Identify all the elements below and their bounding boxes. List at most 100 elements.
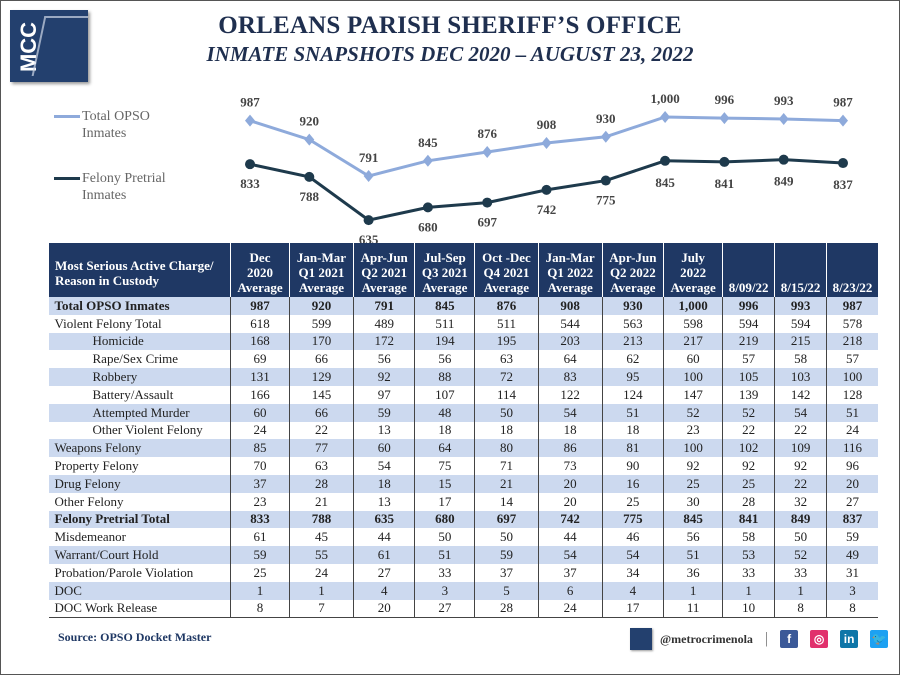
table-cell: 22 [289, 421, 354, 440]
table-cell: 107 [414, 385, 475, 404]
data-label: 930 [596, 111, 616, 126]
data-label: 876 [477, 126, 497, 141]
data-point [245, 114, 255, 127]
table-cell: 90 [601, 457, 664, 475]
data-point [422, 202, 433, 213]
table-cell: 56 [663, 528, 723, 547]
table-cell: 20 [826, 474, 878, 493]
table-cell: 60 [663, 350, 723, 369]
table-cell: 77 [289, 439, 354, 458]
table-cell: 594 [722, 314, 775, 333]
table-cell: 139 [722, 385, 775, 404]
table-cell: 96 [826, 457, 878, 475]
column-header: Oct -Dec Q4 2021 Average [474, 243, 539, 297]
data-label: 837 [833, 177, 853, 192]
table-cell: 55 [289, 546, 354, 564]
table-cell: 833 [230, 510, 290, 529]
table-cell: 86 [537, 439, 603, 458]
data-point [422, 154, 433, 167]
column-header: 8/23/22 [826, 243, 878, 297]
data-label: 845 [655, 175, 675, 190]
table-cell: 24 [230, 421, 290, 440]
data-label: 987 [833, 95, 853, 110]
table-cell: 25 [663, 474, 723, 493]
table-cell: 116 [826, 439, 878, 458]
table-row: Warrant/Court Hold 59 55 61 51 59 54 54 51 53 52 49 [48, 546, 878, 564]
table-cell: 45 [289, 528, 354, 547]
table-cell: 1 [230, 581, 290, 600]
table-cell: 1 [663, 581, 723, 600]
table-cell: 37 [230, 474, 290, 493]
table-cell: 37 [537, 563, 603, 582]
row-label: Weapons Felony [48, 439, 231, 458]
column-header: Apr-Jun Q2 2022 Average [601, 243, 664, 297]
table-cell: 8 [230, 599, 290, 618]
table-cell: 598 [663, 314, 723, 333]
column-header-line: Average [483, 280, 530, 295]
column-header: Dec 2020 Average [230, 243, 290, 297]
column-header-line: Average [361, 280, 407, 295]
table-cell: 908 [537, 297, 603, 315]
table-row: Battery/Assault 166 145 97 107 114 122 124 147 13… [49, 385, 878, 404]
social-handle[interactable]: @metrocrimenola [660, 631, 753, 646]
table-cell: 66 [289, 350, 354, 369]
table-cell: 22 [774, 421, 827, 440]
table-cell: 27 [352, 563, 415, 582]
table-cell: 73 [537, 457, 603, 475]
table-cell: 3 [414, 581, 475, 600]
table-cell: 129 [289, 368, 354, 386]
table-cell: 51 [826, 403, 878, 422]
table-row: Attempted Murder 60 66 59 48 50 54 51 52 52 54 51 [48, 403, 878, 422]
column-header-line: 2022 [680, 265, 707, 280]
facebook-icon[interactable]: f [780, 630, 799, 648]
table-cell: 3 [826, 581, 878, 600]
row-label: DOC Work Release [48, 599, 231, 618]
table-row: Misdemeanor 61 45 44 50 50 44 46 56 58 50 59 [49, 528, 878, 547]
table-cell: 845 [663, 510, 723, 529]
legend-label: Inmates [82, 126, 127, 141]
page-title: ORLEANS PARISH SHERIFF’S OFFICE [218, 12, 682, 39]
table-row: Drug Felony 37 28 18 15 21 20 16 25 25 22 20 [48, 474, 878, 493]
table-cell: 66 [289, 403, 354, 422]
table-cell: 20 [537, 474, 603, 493]
legend-circle-swatch [54, 177, 80, 180]
data-label: 993 [774, 93, 794, 108]
linkedin-icon[interactable]: in [840, 630, 859, 648]
column-header-line [723, 265, 774, 280]
table-cell: 81 [601, 439, 664, 458]
column-header-line: Average [422, 280, 468, 295]
table-cell: 788 [289, 510, 354, 529]
table-cell: 57 [722, 350, 775, 369]
legend-total: Total OPSO Inmates [54, 108, 150, 142]
table-cell: 54 [537, 546, 603, 564]
column-header-line: Jul-Sep [423, 250, 466, 265]
column-header-line: Average [547, 280, 593, 295]
table-cell: 52 [663, 403, 723, 422]
instagram-icon[interactable]: ◎ [810, 630, 829, 648]
table-cell: 24 [289, 563, 354, 582]
table-cell: 100 [663, 368, 723, 386]
table-cell: 75 [414, 457, 475, 475]
table-cell: 59 [826, 528, 878, 547]
data-point [838, 114, 848, 127]
row-label: Homicide [48, 332, 231, 351]
twitter-icon[interactable]: 🐦 [870, 630, 889, 648]
table-cell: 489 [352, 314, 415, 333]
column-header-line: Jan-Mar [296, 250, 347, 265]
table-cell: 170 [289, 332, 354, 351]
table-cell: 23 [230, 492, 290, 511]
row-label: Rape/Sex Crime [92, 351, 179, 367]
legend-label: Inmates [82, 188, 127, 203]
column-header: July 2022 Average [663, 243, 723, 297]
table-cell: 63 [474, 350, 539, 369]
data-label: 697 [477, 215, 497, 230]
table-cell: 80 [474, 439, 539, 458]
table-cell: 32 [774, 492, 827, 511]
table-cell: 15 [414, 474, 475, 493]
table-cell: 72 [474, 368, 539, 386]
table-cell: 930 [601, 297, 664, 315]
table-cell: 30 [663, 492, 723, 511]
table-cell: 92 [352, 368, 415, 386]
table-cell: 635 [352, 510, 415, 529]
table-cell: 97 [352, 385, 415, 404]
